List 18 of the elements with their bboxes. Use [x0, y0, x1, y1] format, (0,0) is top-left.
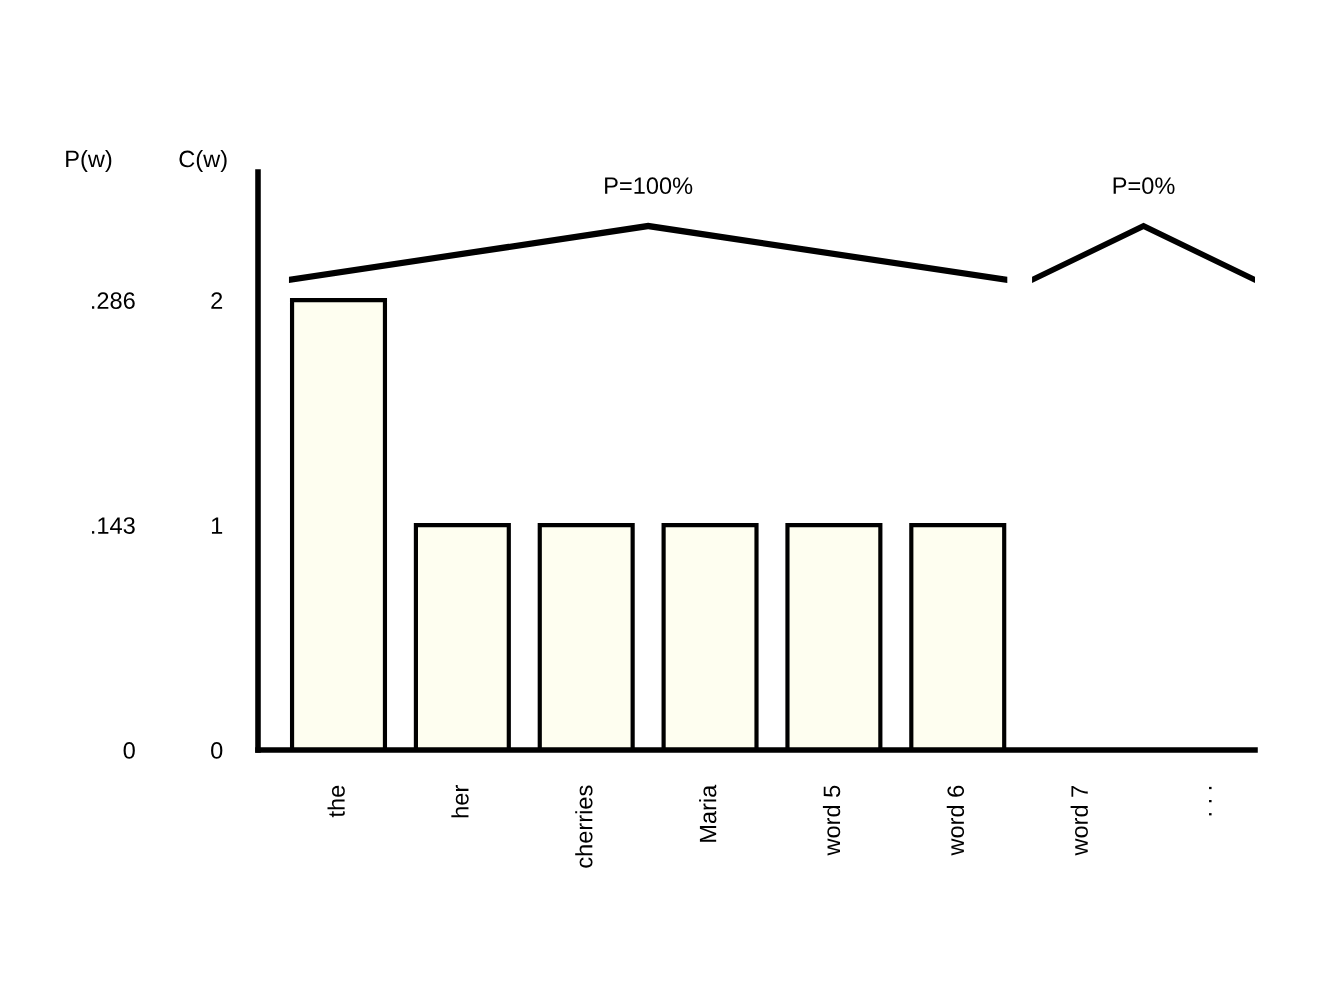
x-tick-label: the	[327, 785, 345, 818]
y2-tick-label: .286	[91, 292, 135, 309]
x-tick-label: cherries	[575, 785, 593, 868]
annotation: P=0%	[1113, 177, 1175, 195]
y2-tick-label: .143	[91, 517, 135, 534]
x-tick-label: . . .	[1209, 786, 1212, 816]
y2-tick-label: 0	[123, 742, 135, 759]
y-tick-label: 2	[211, 292, 223, 309]
y-axis-title: C(w)	[179, 149, 227, 172]
y-tick-label: 0	[211, 742, 223, 759]
x-tick-label: Maria	[699, 784, 717, 842]
y2-axis-title: P(w)	[66, 149, 112, 172]
x-tick-label: word 6	[946, 785, 965, 856]
x-tick-label: word 7	[1070, 785, 1088, 856]
y-tick-label: 1	[211, 517, 223, 534]
x-tick-label: her	[451, 785, 469, 818]
x-tick-label: word 5	[822, 785, 841, 856]
annotation: P=100%	[605, 177, 693, 195]
